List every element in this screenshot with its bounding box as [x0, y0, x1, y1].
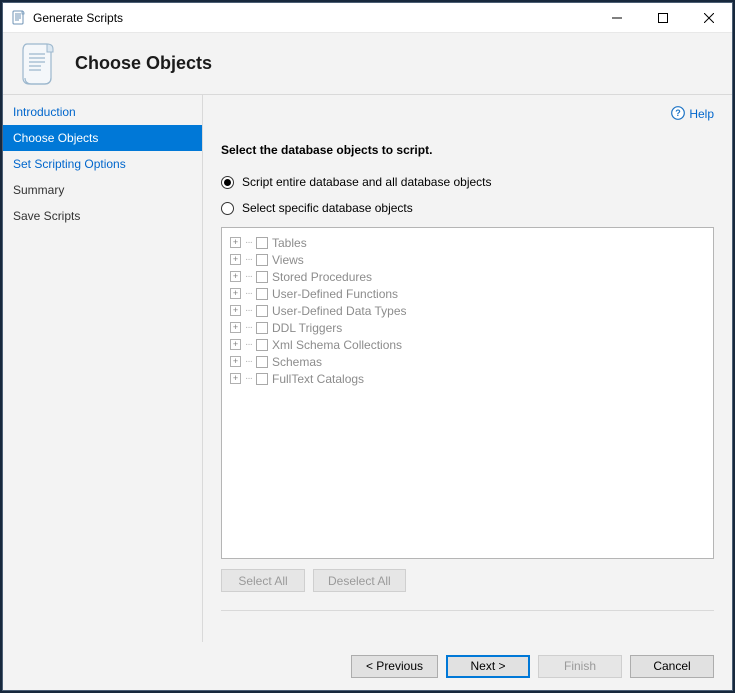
checkbox-icon[interactable]	[256, 271, 268, 283]
svg-text:?: ?	[676, 108, 682, 118]
window-frame: Generate Scripts Choose Objects	[2, 2, 733, 691]
sidebar-item-set-scripting-options[interactable]: Set Scripting Options	[3, 151, 202, 177]
tree-item[interactable]: + ··· FullText Catalogs	[230, 370, 705, 387]
expand-icon[interactable]: +	[230, 356, 241, 367]
expand-icon[interactable]: +	[230, 254, 241, 265]
radio-icon	[221, 176, 234, 189]
wizard-body: Introduction Choose Objects Set Scriptin…	[3, 95, 732, 642]
tree-connector: ···	[245, 237, 252, 248]
tree-item[interactable]: + ··· DDL Triggers	[230, 319, 705, 336]
expand-icon[interactable]: +	[230, 339, 241, 350]
radio-label: Script entire database and all database …	[242, 175, 492, 189]
sidebar-item-choose-objects[interactable]: Choose Objects	[3, 125, 202, 151]
close-button[interactable]	[686, 3, 732, 32]
window-controls	[594, 3, 732, 32]
radio-select-specific[interactable]: Select specific database objects	[221, 201, 714, 215]
tree-item-label: User-Defined Data Types	[272, 304, 407, 318]
tree-connector: ···	[245, 373, 252, 384]
tree-item[interactable]: + ··· User-Defined Functions	[230, 285, 705, 302]
deselect-all-button[interactable]: Deselect All	[313, 569, 406, 592]
checkbox-icon[interactable]	[256, 237, 268, 249]
expand-icon[interactable]: +	[230, 288, 241, 299]
tree-connector: ···	[245, 271, 252, 282]
checkbox-icon[interactable]	[256, 356, 268, 368]
tree-connector: ···	[245, 339, 252, 350]
help-icon[interactable]: ?	[671, 106, 685, 123]
window-title: Generate Scripts	[33, 11, 594, 25]
radio-icon	[221, 202, 234, 215]
tree-item-label: User-Defined Functions	[272, 287, 398, 301]
expand-icon[interactable]: +	[230, 305, 241, 316]
expand-icon[interactable]: +	[230, 373, 241, 384]
expand-icon[interactable]: +	[230, 237, 241, 248]
checkbox-icon[interactable]	[256, 254, 268, 266]
sidebar-item-introduction[interactable]: Introduction	[3, 99, 202, 125]
finish-button[interactable]: Finish	[538, 655, 622, 678]
tree-item-label: Tables	[272, 236, 307, 250]
tree-item-label: Schemas	[272, 355, 322, 369]
select-all-button[interactable]: Select All	[221, 569, 305, 592]
tree-item[interactable]: + ··· Xml Schema Collections	[230, 336, 705, 353]
checkbox-icon[interactable]	[256, 339, 268, 351]
next-button[interactable]: Next >	[446, 655, 530, 678]
objects-tree: + ··· Tables + ··· Views + ··· Stored Procedures…	[221, 227, 714, 559]
tree-item[interactable]: + ··· Stored Procedures	[230, 268, 705, 285]
tree-item[interactable]: + ··· Schemas	[230, 353, 705, 370]
tree-item[interactable]: + ··· Tables	[230, 234, 705, 251]
tree-item-label: Xml Schema Collections	[272, 338, 402, 352]
tree-item-label: DDL Triggers	[272, 321, 342, 335]
expand-icon[interactable]: +	[230, 271, 241, 282]
tree-item-label: Views	[272, 253, 304, 267]
sidebar-item-save-scripts[interactable]: Save Scripts	[3, 203, 202, 229]
wizard-header: Choose Objects	[3, 33, 732, 95]
wizard-content: ? Help Select the database objects to sc…	[203, 95, 732, 642]
tree-item-label: FullText Catalogs	[272, 372, 364, 386]
checkbox-icon[interactable]	[256, 288, 268, 300]
tree-connector: ···	[245, 288, 252, 299]
radio-script-entire[interactable]: Script entire database and all database …	[221, 175, 714, 189]
checkbox-icon[interactable]	[256, 322, 268, 334]
tree-item[interactable]: + ··· User-Defined Data Types	[230, 302, 705, 319]
page-title: Choose Objects	[75, 53, 212, 74]
checkbox-icon[interactable]	[256, 305, 268, 317]
cancel-button[interactable]: Cancel	[630, 655, 714, 678]
radio-label: Select specific database objects	[242, 201, 413, 215]
help-link[interactable]: Help	[689, 107, 714, 121]
sidebar-item-summary[interactable]: Summary	[3, 177, 202, 203]
selection-buttons: Select All Deselect All	[221, 569, 714, 592]
footer-divider	[221, 610, 714, 611]
script-icon	[19, 40, 59, 88]
tree-item[interactable]: + ··· Views	[230, 251, 705, 268]
tree-connector: ···	[245, 305, 252, 316]
expand-icon[interactable]: +	[230, 322, 241, 333]
minimize-button[interactable]	[594, 3, 640, 32]
instruction-text: Select the database objects to script.	[221, 143, 714, 157]
maximize-button[interactable]	[640, 3, 686, 32]
wizard-footer: < Previous Next > Finish Cancel	[3, 642, 732, 690]
checkbox-icon[interactable]	[256, 373, 268, 385]
titlebar: Generate Scripts	[3, 3, 732, 33]
tree-connector: ···	[245, 356, 252, 367]
wizard-sidebar: Introduction Choose Objects Set Scriptin…	[3, 95, 203, 642]
tree-connector: ···	[245, 254, 252, 265]
app-icon	[11, 10, 27, 26]
help-row: ? Help	[221, 103, 714, 125]
previous-button[interactable]: < Previous	[351, 655, 438, 678]
tree-connector: ···	[245, 322, 252, 333]
tree-item-label: Stored Procedures	[272, 270, 372, 284]
